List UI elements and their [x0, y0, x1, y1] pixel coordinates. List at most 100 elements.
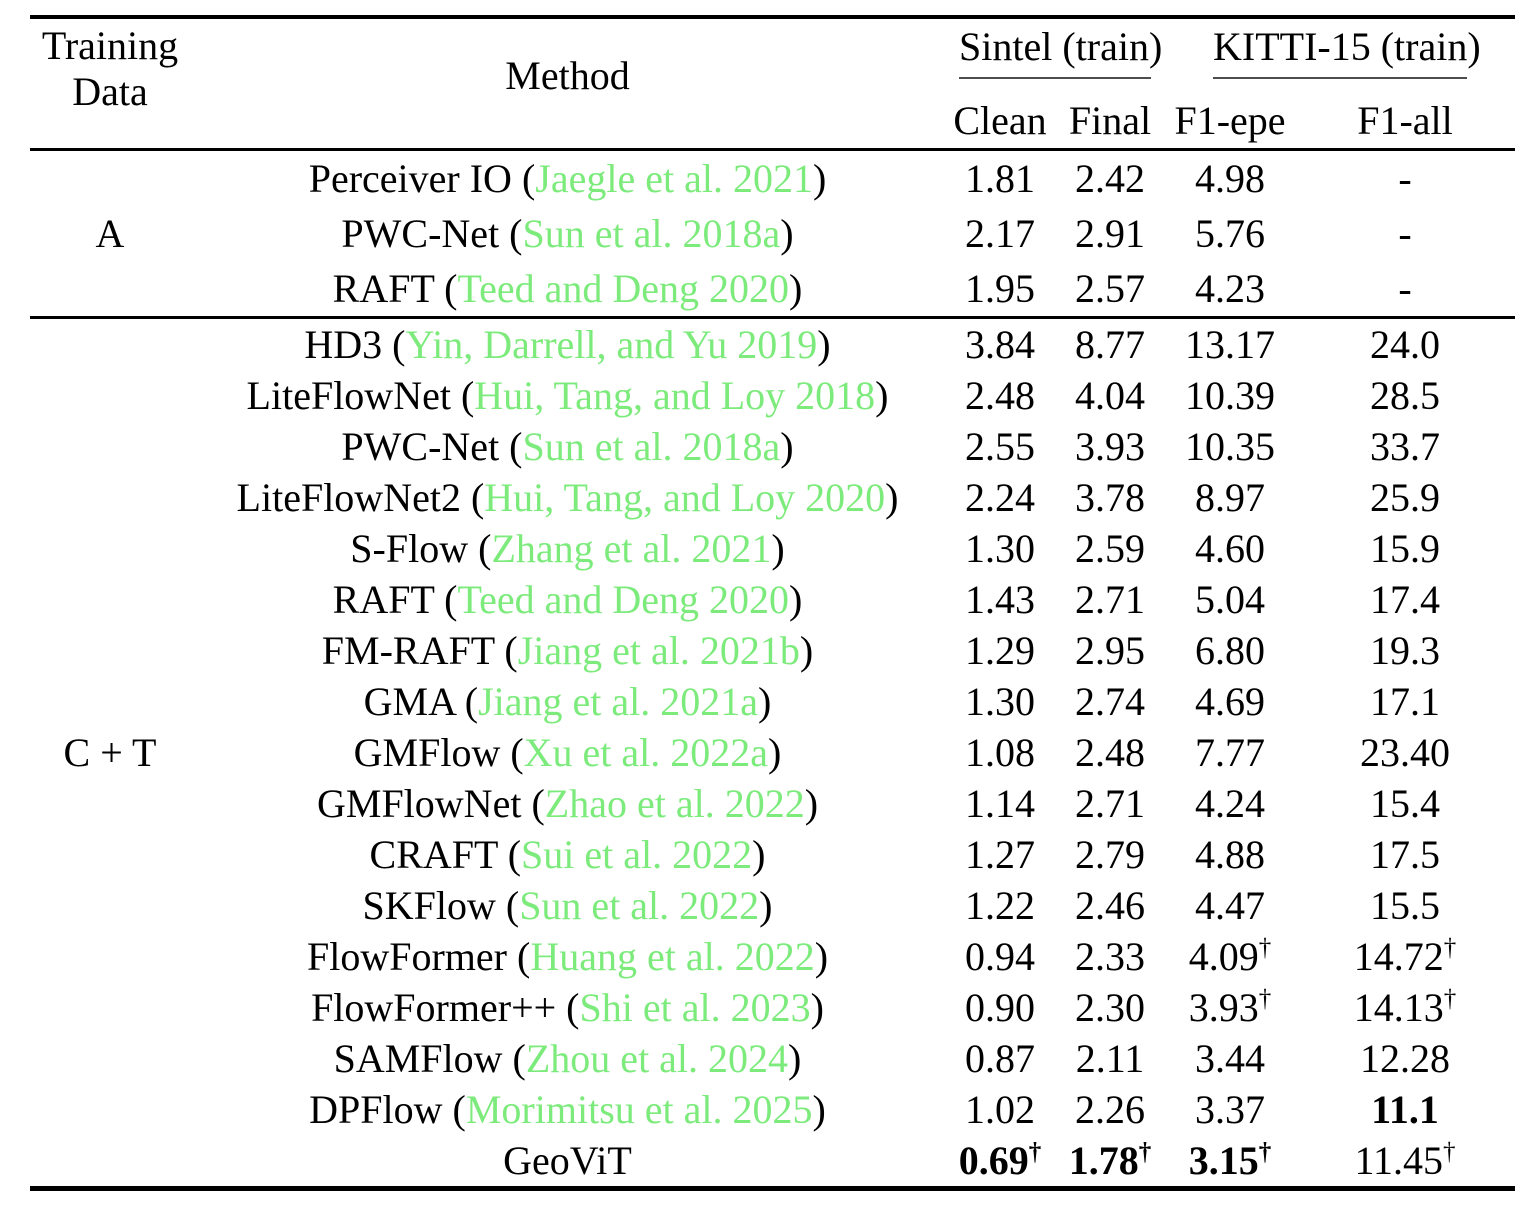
method-name-close-paren: ) — [752, 831, 766, 877]
citation-link[interactable]: Xu et al. 2022a — [523, 729, 769, 775]
value-cell: 5.04 — [1165, 574, 1295, 625]
value-text: 3.15 — [1188, 1137, 1259, 1183]
value-text: 1.30 — [965, 678, 1035, 724]
citation-link[interactable]: Jiang et al. 2021b — [517, 627, 800, 673]
value-cell: 1.14 — [945, 778, 1055, 829]
method-name: SKFlow ( — [362, 882, 520, 928]
value-text: 4.69 — [1195, 678, 1265, 724]
citation-link[interactable]: Zhang et al. 2021 — [491, 525, 772, 571]
value-cell: 10.35 — [1165, 421, 1295, 472]
value-cell: 13.17 — [1165, 317, 1295, 370]
value-text: 5.76 — [1195, 210, 1265, 256]
value-text: 0.94 — [965, 933, 1035, 979]
value-cell: 2.11 — [1055, 1033, 1165, 1084]
value-text: 1.22 — [965, 882, 1035, 928]
value-cell: 3.37 — [1165, 1084, 1295, 1135]
citation-link[interactable]: Zhou et al. 2024 — [525, 1035, 789, 1081]
value-cell: 17.1 — [1295, 676, 1515, 727]
method-name: DPFlow ( — [309, 1086, 466, 1132]
table-row: FlowFormer (Huang et al. 2022) 0.94 2.33 4.… — [30, 931, 1515, 982]
value-cell: 8.77 — [1055, 317, 1165, 370]
value-cell: 2.55 — [945, 421, 1055, 472]
value-text: 2.11 — [1075, 1035, 1145, 1081]
method-name: CRAFT ( — [369, 831, 522, 877]
value-text: 2.17 — [965, 210, 1035, 256]
value-text: 0.69 — [958, 1137, 1029, 1183]
method-name-close-paren: ) — [759, 882, 773, 928]
value-cell: 3.15† — [1165, 1135, 1295, 1189]
citation-link[interactable]: Sun et al. 2018a — [522, 423, 781, 469]
citation-link[interactable]: Hui, Tang, and Loy 2018 — [474, 372, 876, 418]
value-text: 3.93 — [1075, 423, 1145, 469]
value-cell: 2.74 — [1055, 676, 1165, 727]
training-data-line2: Data — [72, 69, 148, 114]
value-text: 7.77 — [1195, 729, 1265, 775]
value-cell: 19.3 — [1295, 625, 1515, 676]
value-cell: 7.77 — [1165, 727, 1295, 778]
citation-link[interactable]: Shi et al. 2023 — [579, 984, 811, 1030]
method-name: HD3 ( — [304, 321, 406, 367]
citation-link[interactable]: Teed and Deng 2020 — [457, 265, 790, 311]
method-cell: GeoViT — [190, 1135, 945, 1189]
citation-link[interactable]: Jiang et al. 2021a — [478, 678, 759, 724]
method-cell: Perceiver IO (Jaegle et al. 2021) — [190, 149, 945, 206]
table-row: A Perceiver IO (Jaegle et al. 2021) 1.81 2.… — [30, 149, 1515, 256]
method-cell: LiteFlowNet (Hui, Tang, and Loy 2018) — [190, 370, 945, 421]
value-cell: 4.09† — [1165, 931, 1295, 982]
value-text: 11.1 — [1371, 1086, 1439, 1132]
value-cell: 2.24 — [945, 472, 1055, 523]
value-cell: 1.78† — [1055, 1135, 1165, 1189]
value-text: 3.78 — [1075, 474, 1145, 520]
method-name-close-paren: ) — [780, 423, 794, 469]
method-name-close-paren: ) — [771, 525, 785, 571]
citation-link[interactable]: Jaegle et al. 2021 — [535, 155, 813, 201]
method-cell: FlowFormer++ (Shi et al. 2023) — [190, 982, 945, 1033]
value-cell: 11.1 — [1295, 1084, 1515, 1135]
citation-link[interactable]: Sui et al. 2022 — [521, 831, 753, 877]
citation-link[interactable]: Yin, Darrell, and Yu 2019 — [405, 321, 818, 367]
table-section-a: A Perceiver IO (Jaegle et al. 2021) 1.81 2.… — [30, 149, 1515, 317]
value-cell: 14.72† — [1295, 931, 1515, 982]
value-text: 2.71 — [1075, 780, 1145, 826]
table-row: GeoViT 0.69† 1.78† 3.15† 11.45† — [30, 1135, 1515, 1189]
method-name: Perceiver IO ( — [308, 155, 536, 201]
citation-link[interactable]: Morimitsu et al. 2025 — [465, 1086, 813, 1132]
method-name-close-paren: ) — [789, 576, 803, 622]
value-cell: 17.4 — [1295, 574, 1515, 625]
value-text: 13.17 — [1185, 321, 1275, 367]
table-row: RAFT (Teed and Deng 2020) 1.43 2.71 5.04 17.… — [30, 574, 1515, 625]
method-name-close-paren: ) — [789, 265, 803, 311]
method-name-close-paren: ) — [810, 984, 824, 1030]
value-text: 1.02 — [965, 1086, 1035, 1132]
method-name-close-paren: ) — [817, 321, 831, 367]
method-name-close-paren: ) — [814, 933, 829, 979]
citation-link[interactable]: Huang et al. 2022 — [530, 933, 815, 979]
value-text: 23.40 — [1360, 729, 1450, 775]
citation-link[interactable]: Teed and Deng 2020 — [457, 576, 790, 622]
citation-link[interactable]: Zhao et al. 2022 — [544, 780, 805, 826]
citation-link[interactable]: Sun et al. 2018a — [522, 210, 781, 256]
method-cell: RAFT (Teed and Deng 2020) — [190, 574, 945, 625]
table-row: DPFlow (Morimitsu et al. 2025) 1.02 2.26 3.… — [30, 1084, 1515, 1135]
citation-link[interactable]: Hui, Tang, and Loy 2020 — [484, 474, 886, 520]
value-cell: 2.71 — [1055, 778, 1165, 829]
method-name: RAFT ( — [332, 265, 458, 311]
value-text: 1.78 — [1068, 1137, 1139, 1183]
group-header-sintel: Sintel (train) — [945, 17, 1165, 95]
value-cell: 17.5 — [1295, 829, 1515, 880]
method-name: GMFlowNet ( — [316, 780, 545, 826]
value-cell: 4.04 — [1055, 370, 1165, 421]
value-cell: 2.30 — [1055, 982, 1165, 1033]
value-cell: 15.9 — [1295, 523, 1515, 574]
value-text: 4.88 — [1195, 831, 1265, 877]
method-cell: GMFlowNet (Zhao et al. 2022) — [190, 778, 945, 829]
value-cell: 2.42 — [1055, 149, 1165, 206]
value-cell: 3.93† — [1165, 982, 1295, 1033]
value-text: 2.95 — [1075, 627, 1145, 673]
citation-link[interactable]: Sun et al. 2022 — [519, 882, 760, 928]
value-cell: 2.46 — [1055, 880, 1165, 931]
value-text: 4.09 — [1188, 933, 1259, 979]
method-name-close-paren: ) — [788, 1035, 802, 1081]
table-row: LiteFlowNet (Hui, Tang, and Loy 2018) 2.4… — [30, 370, 1515, 421]
method-cell: SAMFlow (Zhou et al. 2024) — [190, 1033, 945, 1084]
